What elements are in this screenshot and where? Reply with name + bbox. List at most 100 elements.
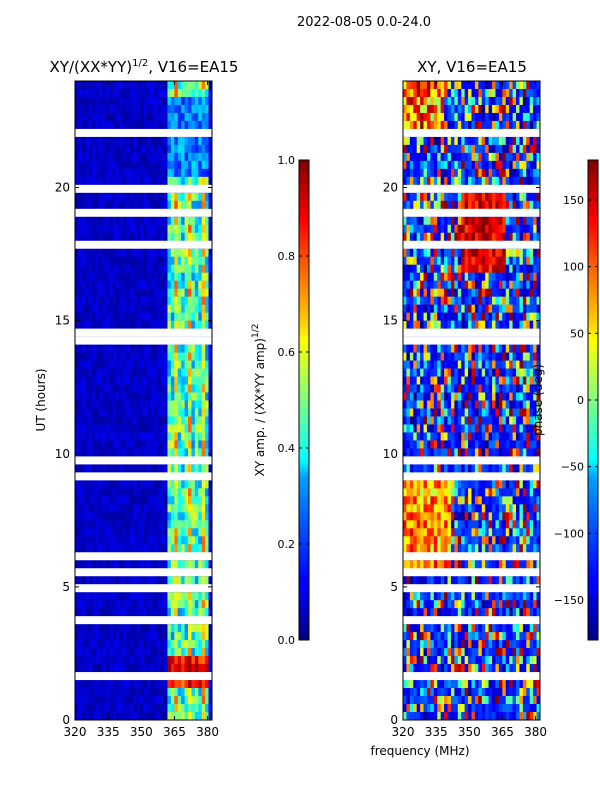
amplitude-heatmap-cell <box>205 424 209 433</box>
amplitude-heatmap-cell <box>133 272 137 281</box>
phase-heatmap-cell <box>526 88 531 98</box>
amplitude-heatmap-cell <box>153 320 158 329</box>
phase-heatmap-cell <box>468 152 472 162</box>
phase-heatmap-cell <box>426 112 431 122</box>
amplitude-heatmap-cell <box>81 81 86 90</box>
phase-heatmap-cell <box>433 120 438 130</box>
amplitude-flag-gap <box>75 208 212 217</box>
amplitude-heatmap-cell <box>208 544 212 553</box>
phase-heatmap-cell <box>464 480 469 489</box>
amplitude-heatmap-cell <box>198 360 203 369</box>
amplitude-heatmap-cell <box>201 168 206 178</box>
amplitude-heatmap-cell <box>146 656 151 665</box>
amplitude-heatmap-cell <box>78 640 83 649</box>
amplitude-heatmap-cell <box>160 216 165 226</box>
phase-heatmap-cell <box>403 304 407 313</box>
phase-heatmap-cell <box>430 608 435 617</box>
amplitude-heatmap-cell <box>95 512 100 521</box>
amplitude-heatmap-cell <box>177 432 182 441</box>
amplitude-heatmap-cell <box>191 392 196 401</box>
phase-heatmap-cell <box>526 96 531 106</box>
phase-heatmap-cell <box>444 192 448 202</box>
amplitude-heatmap-cell <box>133 432 137 441</box>
amplitude-heatmap-cell <box>150 504 155 513</box>
amplitude-heatmap-cell <box>109 648 113 657</box>
amplitude-heatmap-cell <box>174 152 179 162</box>
amplitude-heatmap-cell <box>167 520 172 529</box>
phase-heatmap-cell <box>416 200 421 210</box>
phase-heatmap-cell <box>519 360 524 369</box>
amplitude-heatmap-cell <box>122 560 127 569</box>
phase-heatmap-cell <box>409 96 414 106</box>
amplitude-heatmap-cell <box>126 280 131 289</box>
amplitude-heatmap-cell <box>116 360 120 369</box>
phase-heatmap-cell <box>433 176 438 186</box>
phase-heatmap-cell <box>423 152 428 162</box>
amplitude-heatmap-cell <box>140 536 144 545</box>
phase-heatmap-cell <box>430 264 435 273</box>
amplitude-heatmap-cell <box>75 81 79 90</box>
amplitude-heatmap-cell <box>116 656 120 665</box>
amplitude-heatmap-cell <box>105 144 110 154</box>
phase-heatmap-cell <box>464 352 469 361</box>
amplitude-heatmap-cell <box>119 544 124 553</box>
amplitude-heatmap-cell <box>174 688 179 697</box>
amplitude-heatmap-cell <box>143 512 148 521</box>
amplitude-heatmap-cell <box>119 232 124 242</box>
amplitude-heatmap-cell <box>191 88 196 98</box>
amplitude-heatmap-cell <box>188 640 192 649</box>
amplitude-heatmap-cell <box>143 296 148 305</box>
amplitude-heatmap-cell <box>133 280 137 289</box>
phase-heatmap-cell <box>471 592 476 601</box>
phase-heatmap-cell <box>471 448 476 457</box>
phase-heatmap-cell <box>533 136 537 146</box>
amplitude-heatmap-cell <box>160 560 165 569</box>
amplitude-heatmap-cell <box>129 264 134 273</box>
amplitude-heatmap-cell <box>170 504 175 513</box>
phase-heatmap-cell <box>522 432 527 441</box>
phase-heatmap-cell <box>505 432 510 441</box>
amplitude-heatmap-cell <box>205 288 209 297</box>
amplitude-heatmap-cell <box>170 168 175 178</box>
amplitude-heatmap-cell <box>170 640 175 649</box>
amplitude-heatmap-cell <box>109 592 113 601</box>
phase-heatmap-cell <box>447 296 452 305</box>
phase-heatmap-cell <box>454 448 459 457</box>
amplitude-heatmap-cell <box>126 360 131 369</box>
phase-heatmap-cell <box>461 576 465 585</box>
amplitude-heatmap-cell <box>92 656 96 665</box>
amplitude-heatmap-cell <box>119 448 124 457</box>
amplitude-heatmap-cell <box>122 384 127 393</box>
amplitude-heatmap-cell <box>198 544 203 553</box>
phase-heatmap-cell <box>447 376 452 385</box>
amplitude-heatmap-cell <box>119 464 124 473</box>
phase-heatmap-cell <box>426 448 431 457</box>
amplitude-heatmap-cell <box>143 88 148 98</box>
amplitude-heatmap-cell <box>146 136 151 146</box>
amplitude-heatmap-cell <box>116 352 120 361</box>
phase-heatmap-cell <box>522 376 527 385</box>
amplitude-heatmap-cell <box>112 264 117 273</box>
amplitude-heatmap-cell <box>112 312 117 321</box>
phase-heatmap-cell <box>526 536 531 545</box>
amplitude-heatmap-cell <box>205 224 209 234</box>
amplitude-heatmap-cell <box>98 352 103 361</box>
phase-heatmap-cell <box>454 81 459 90</box>
amplitude-heatmap-cell <box>98 376 103 385</box>
amplitude-heatmap-cell <box>95 104 100 114</box>
amplitude-heatmap-cell <box>208 448 212 457</box>
phase-heatmap-cell <box>509 368 513 377</box>
phase-heatmap-cell <box>430 544 435 553</box>
phase-heatmap-cell <box>433 160 438 170</box>
amplitude-heatmap-cell <box>95 192 100 202</box>
phase-heatmap-cell <box>526 81 531 90</box>
amplitude-heatmap-cell <box>191 96 196 106</box>
amplitude-heatmap-cell <box>92 392 96 401</box>
amplitude-heatmap-cell <box>85 272 89 281</box>
amplitude-heatmap-cell <box>153 152 158 162</box>
phase-heatmap-cell <box>516 232 520 242</box>
phase-heatmap-cell <box>447 496 452 505</box>
amplitude-heatmap-cell <box>191 288 196 297</box>
phase-heatmap-cell <box>502 600 507 609</box>
amplitude-heatmap-cell <box>98 560 103 569</box>
